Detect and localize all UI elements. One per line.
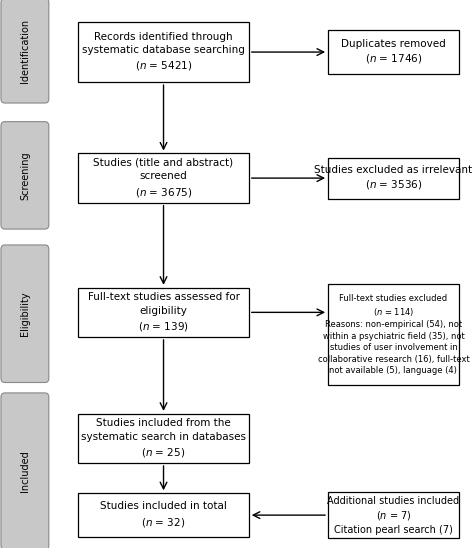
FancyBboxPatch shape <box>1 0 49 103</box>
Text: Full-text studies excluded
($\it{n}$ = 114)
Reasons: non-empirical (54), not
wit: Full-text studies excluded ($\it{n}$ = 1… <box>318 294 469 375</box>
Text: Screening: Screening <box>20 151 30 199</box>
Text: Studies (title and abstract)
screened
($\it{n}$ = 3675): Studies (title and abstract) screened ($… <box>93 158 234 198</box>
FancyBboxPatch shape <box>1 245 49 383</box>
Text: Duplicates removed
($\it{n}$ = 1746): Duplicates removed ($\it{n}$ = 1746) <box>341 39 446 65</box>
FancyBboxPatch shape <box>78 288 249 337</box>
Text: Identification: Identification <box>20 19 30 83</box>
Text: Studies included from the
systematic search in databases
($\it{n}$ = 25): Studies included from the systematic sea… <box>81 418 246 459</box>
Text: Included: Included <box>20 450 30 492</box>
Text: Full-text studies assessed for
eligibility
($\it{n}$ = 139): Full-text studies assessed for eligibili… <box>88 292 239 333</box>
Text: Studies excluded as irrelevant
($\it{n}$ = 3536): Studies excluded as irrelevant ($\it{n}$… <box>314 165 473 191</box>
FancyBboxPatch shape <box>1 393 49 548</box>
Text: Records identified through
systematic database searching
($\it{n}$ = 5421): Records identified through systematic da… <box>82 32 245 72</box>
Text: Eligibility: Eligibility <box>20 292 30 336</box>
FancyBboxPatch shape <box>328 492 458 538</box>
FancyBboxPatch shape <box>78 414 249 463</box>
Text: Studies included in total
($\it{n}$ = 32): Studies included in total ($\it{n}$ = 32… <box>100 501 227 529</box>
FancyBboxPatch shape <box>1 122 49 229</box>
FancyBboxPatch shape <box>328 284 458 385</box>
Text: Additional studies included
($\it{n}$ = 7)
Citation pearl search (7): Additional studies included ($\it{n}$ = … <box>328 495 459 535</box>
FancyBboxPatch shape <box>78 22 249 82</box>
FancyBboxPatch shape <box>78 153 249 203</box>
FancyBboxPatch shape <box>328 158 458 198</box>
FancyBboxPatch shape <box>328 30 458 74</box>
FancyBboxPatch shape <box>78 493 249 537</box>
